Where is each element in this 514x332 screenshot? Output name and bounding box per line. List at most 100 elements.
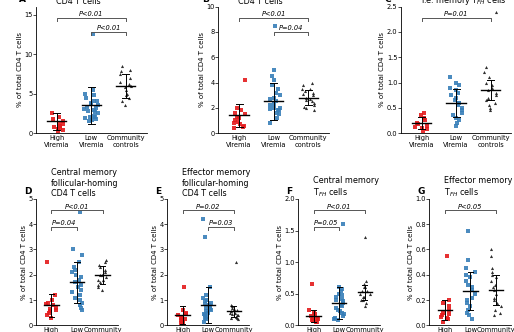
Point — [275, 112, 283, 117]
Point — [91, 114, 99, 119]
Point — [482, 98, 490, 103]
Point — [54, 115, 63, 120]
Point — [205, 302, 213, 308]
Point — [231, 310, 239, 315]
Point — [83, 104, 91, 110]
Point — [454, 103, 462, 108]
Point — [75, 277, 83, 283]
Point — [178, 314, 186, 319]
Point — [446, 85, 454, 90]
Point — [359, 294, 367, 299]
Point — [464, 228, 472, 233]
Point — [306, 86, 315, 92]
Point — [490, 282, 499, 288]
Point — [85, 119, 93, 124]
Point — [468, 316, 476, 322]
Point — [411, 124, 419, 130]
Point — [276, 105, 284, 111]
Point — [80, 107, 88, 112]
Point — [50, 124, 58, 129]
Point — [359, 294, 368, 299]
Point — [178, 320, 186, 325]
Point — [121, 85, 130, 90]
Point — [463, 297, 471, 303]
Text: P=0.01: P=0.01 — [444, 11, 468, 17]
Point — [276, 93, 284, 98]
Text: Memory follicular-homing
CD4 T cells: Memory follicular-homing CD4 T cells — [238, 0, 341, 6]
Point — [234, 313, 242, 318]
Point — [359, 297, 368, 303]
Point — [485, 75, 493, 80]
Point — [466, 275, 474, 280]
Point — [458, 110, 466, 116]
Point — [339, 300, 347, 306]
Point — [84, 108, 93, 114]
Point — [78, 252, 86, 257]
Point — [266, 96, 274, 102]
Point — [99, 277, 107, 283]
Point — [487, 247, 495, 252]
Point — [462, 279, 470, 284]
Point — [492, 93, 500, 98]
Point — [464, 257, 472, 262]
Point — [199, 216, 208, 222]
Text: Effector memory
follicular-homing
CD4 T cells: Effector memory follicular-homing CD4 T … — [182, 168, 250, 198]
Point — [417, 113, 425, 118]
Point — [308, 318, 317, 323]
Text: Memory follicular-helper
CD4 T cells
i.e. memory T$_{FH}$ cells: Memory follicular-helper CD4 T cells i.e… — [421, 0, 514, 7]
Point — [305, 307, 314, 312]
Point — [96, 272, 104, 278]
Point — [118, 99, 126, 104]
Point — [452, 115, 461, 121]
Point — [101, 267, 109, 272]
Point — [89, 108, 98, 113]
Point — [299, 91, 307, 97]
Point — [200, 319, 208, 324]
Point — [331, 316, 339, 322]
Point — [488, 270, 496, 275]
Point — [118, 63, 126, 69]
Point — [94, 111, 102, 116]
Point — [266, 107, 274, 112]
Point — [419, 115, 428, 121]
Point — [102, 257, 110, 262]
Point — [54, 128, 62, 133]
Point — [48, 111, 57, 116]
Y-axis label: % of total CD4 T cells: % of total CD4 T cells — [199, 33, 205, 107]
Y-axis label: % of total CD4 T cells: % of total CD4 T cells — [408, 225, 414, 299]
Point — [452, 80, 460, 85]
Text: B: B — [202, 0, 209, 4]
Point — [357, 297, 365, 303]
Point — [122, 87, 130, 92]
Point — [488, 82, 496, 88]
Point — [463, 300, 471, 305]
Point — [76, 209, 84, 214]
Point — [177, 318, 186, 323]
Point — [270, 23, 279, 28]
Point — [452, 95, 461, 100]
Point — [307, 313, 315, 318]
Point — [125, 95, 133, 100]
Text: A: A — [20, 0, 26, 4]
Point — [52, 307, 60, 313]
Point — [204, 310, 212, 315]
Point — [201, 313, 209, 318]
Point — [49, 302, 58, 308]
Point — [179, 319, 187, 324]
Point — [201, 234, 209, 239]
Point — [418, 128, 427, 133]
Point — [310, 108, 318, 113]
Point — [53, 126, 62, 132]
Text: P=0.03: P=0.03 — [209, 220, 233, 226]
Point — [420, 118, 429, 123]
Point — [203, 314, 211, 319]
Point — [490, 297, 499, 303]
Text: P<0.01: P<0.01 — [327, 204, 352, 209]
Point — [337, 302, 345, 308]
Point — [98, 272, 106, 278]
Point — [458, 108, 466, 113]
Point — [467, 287, 475, 292]
Point — [358, 288, 366, 293]
Text: P<0.01: P<0.01 — [79, 11, 103, 17]
Text: P=0.04: P=0.04 — [279, 25, 303, 31]
